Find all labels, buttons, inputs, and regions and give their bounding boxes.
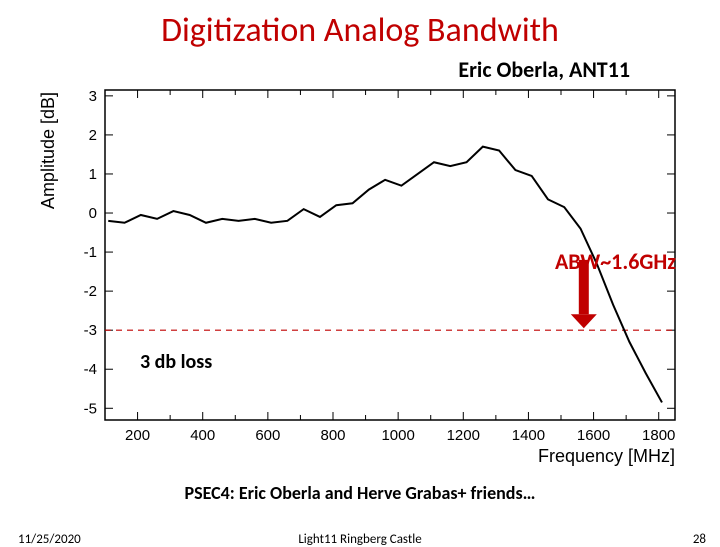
bandwidth-chart: 200 400 600 800 1000 1200 1400 1600 1800 -5 -4 -3 -2… [30, 80, 690, 470]
psec-footer-line: PSEC4: Eric Oberla and Herve Grabas+ fri… [0, 482, 720, 504]
author-label: Eric Oberla, ANT11 [458, 56, 630, 83]
svg-text:-5: -5 [84, 400, 97, 417]
svg-text:1: 1 [89, 166, 97, 183]
abw-annotation: ABW~1.6GHz [555, 248, 676, 275]
svg-text:Amplitude [dB]: Amplitude [dB] [38, 92, 58, 209]
db-loss-annotation: 3 db loss [140, 350, 212, 374]
svg-text:1200: 1200 [447, 427, 480, 444]
svg-text:Frequency [MHz]: Frequency [MHz] [538, 446, 675, 466]
svg-text:0: 0 [89, 205, 97, 222]
svg-text:800: 800 [320, 427, 345, 444]
page-title: Digitization Analog Bandwith [0, 10, 720, 51]
svg-text:-1: -1 [84, 244, 97, 261]
svg-text:1400: 1400 [512, 427, 545, 444]
svg-text:2: 2 [89, 127, 97, 144]
svg-text:600: 600 [255, 427, 280, 444]
svg-text:-3: -3 [84, 322, 97, 339]
svg-text:400: 400 [190, 427, 215, 444]
svg-text:200: 200 [125, 427, 150, 444]
svg-text:-4: -4 [84, 361, 97, 378]
svg-text:-2: -2 [84, 283, 97, 300]
svg-text:1800: 1800 [642, 427, 675, 444]
svg-text:1600: 1600 [577, 427, 610, 444]
svg-text:1000: 1000 [381, 427, 414, 444]
chart-svg: 200 400 600 800 1000 1200 1400 1600 1800 -5 -4 -3 -2… [30, 80, 690, 470]
svg-text:3: 3 [89, 88, 97, 105]
